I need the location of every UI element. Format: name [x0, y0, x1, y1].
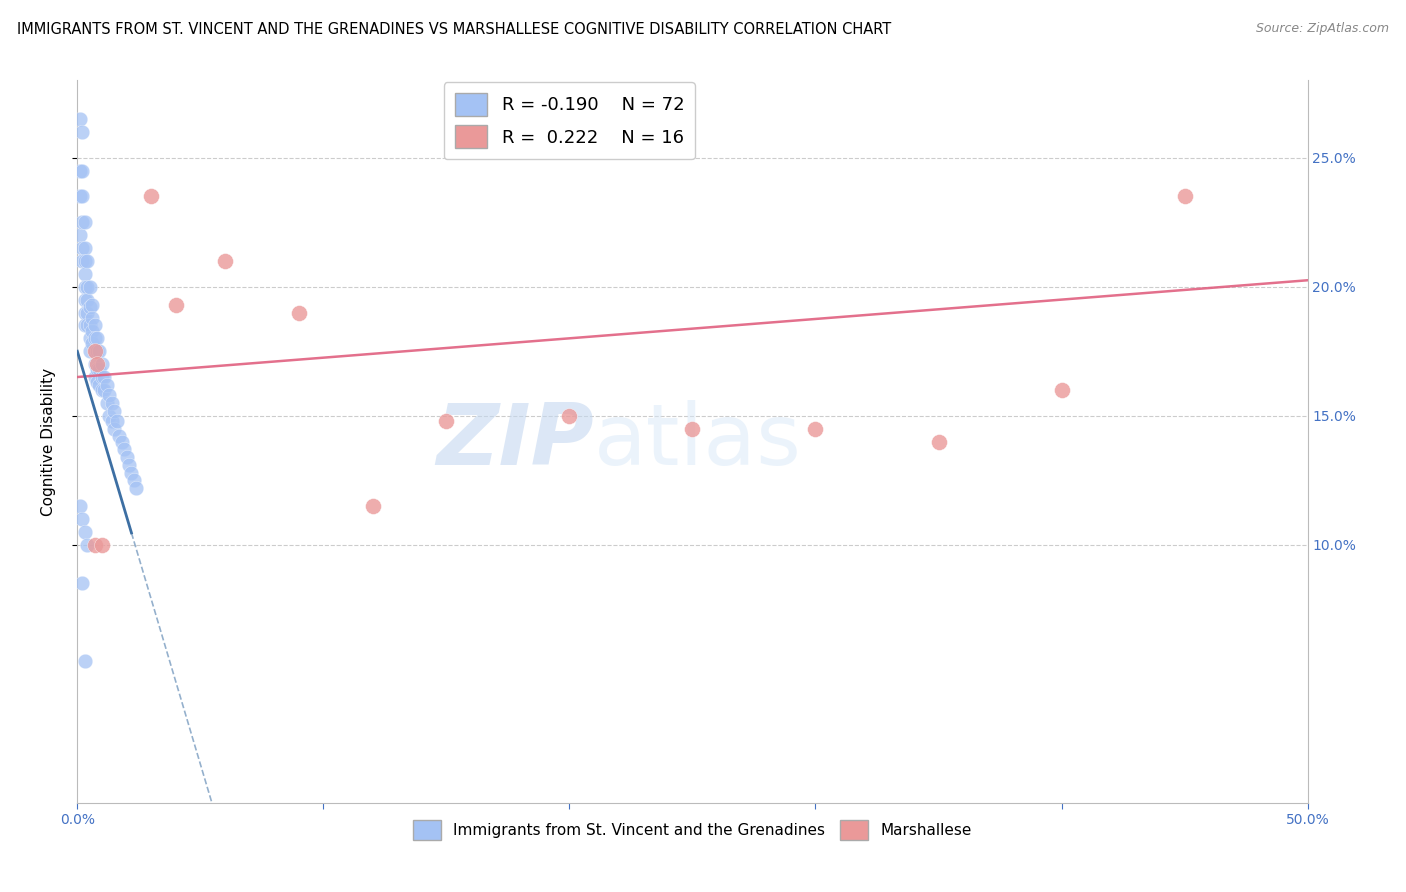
Point — [83, 370, 105, 384]
Point — [96, 396, 118, 410]
Point — [70, 189, 93, 203]
Point — [70, 241, 93, 255]
Point — [69, 112, 91, 126]
Point — [83, 538, 105, 552]
Point — [96, 377, 118, 392]
Point — [111, 434, 132, 449]
Point — [214, 254, 236, 268]
Point — [90, 383, 114, 397]
Point — [79, 331, 101, 345]
Point — [83, 344, 105, 359]
Point — [122, 473, 145, 487]
Point — [73, 279, 96, 293]
Point — [82, 298, 104, 312]
Point — [93, 370, 115, 384]
Point — [558, 409, 581, 423]
Point — [70, 125, 93, 139]
Point — [73, 318, 96, 333]
Point — [89, 377, 111, 392]
Point — [73, 254, 96, 268]
Point — [79, 344, 101, 359]
Point — [79, 318, 101, 333]
Point — [682, 422, 704, 436]
Point — [108, 429, 131, 443]
Point — [141, 189, 163, 203]
Text: IMMIGRANTS FROM ST. VINCENT AND THE GRENADINES VS MARSHALLESE COGNITIVE DISABILI: IMMIGRANTS FROM ST. VINCENT AND THE GREN… — [17, 22, 891, 37]
Point — [76, 318, 98, 333]
Point — [86, 362, 108, 376]
Point — [90, 538, 114, 552]
Point — [83, 357, 105, 371]
Point — [83, 331, 105, 345]
Point — [86, 344, 108, 359]
Point — [76, 254, 98, 268]
Point — [436, 414, 458, 428]
Point — [79, 279, 101, 293]
Point — [105, 414, 128, 428]
Point — [86, 375, 108, 389]
Point — [73, 293, 96, 307]
Point — [79, 301, 101, 315]
Point — [73, 215, 96, 229]
Y-axis label: Cognitive Disability: Cognitive Disability — [42, 368, 56, 516]
Point — [89, 344, 111, 359]
Point — [928, 434, 950, 449]
Point — [98, 409, 121, 423]
Point — [73, 524, 96, 539]
Text: atlas: atlas — [595, 400, 801, 483]
Point — [69, 189, 91, 203]
Point — [76, 293, 98, 307]
Point — [69, 163, 91, 178]
Point — [98, 388, 121, 402]
Point — [89, 362, 111, 376]
Point — [82, 324, 104, 338]
Point — [121, 466, 143, 480]
Point — [73, 241, 96, 255]
Point — [69, 228, 91, 243]
Point — [82, 336, 104, 351]
Point — [76, 538, 98, 552]
Point — [101, 396, 124, 410]
Text: ZIP: ZIP — [436, 400, 595, 483]
Point — [288, 305, 311, 319]
Point — [112, 442, 135, 457]
Point — [73, 305, 96, 319]
Point — [70, 512, 93, 526]
Point — [125, 481, 148, 495]
Point — [86, 357, 108, 371]
Point — [1050, 383, 1073, 397]
Point — [70, 576, 93, 591]
Point — [90, 370, 114, 384]
Point — [90, 357, 114, 371]
Point — [70, 215, 93, 229]
Point — [1174, 189, 1197, 203]
Point — [76, 279, 98, 293]
Point — [165, 298, 187, 312]
Point — [82, 310, 104, 325]
Point — [70, 163, 93, 178]
Point — [70, 254, 93, 268]
Point — [69, 499, 91, 513]
Point — [115, 450, 138, 464]
Point — [93, 383, 115, 397]
Point — [86, 331, 108, 345]
Point — [118, 458, 141, 472]
Point — [804, 422, 827, 436]
Legend: Immigrants from St. Vincent and the Grenadines, Marshallese: Immigrants from St. Vincent and the Gren… — [408, 814, 977, 846]
Point — [103, 422, 125, 436]
Point — [73, 654, 96, 668]
Point — [83, 318, 105, 333]
Point — [73, 267, 96, 281]
Point — [83, 344, 105, 359]
Point — [103, 403, 125, 417]
Point — [101, 414, 124, 428]
Text: Source: ZipAtlas.com: Source: ZipAtlas.com — [1256, 22, 1389, 36]
Point — [361, 499, 384, 513]
Point — [76, 305, 98, 319]
